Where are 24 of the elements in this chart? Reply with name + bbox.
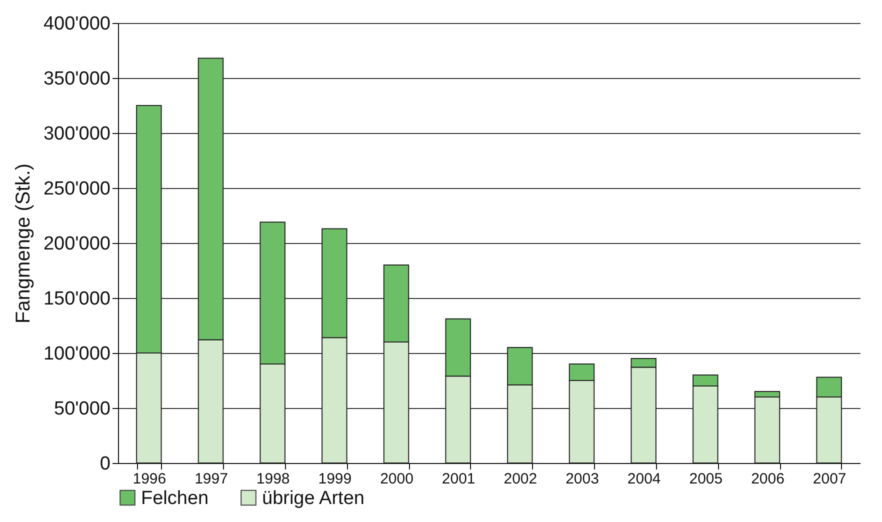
x-tick-label: 1996 (132, 470, 166, 488)
legend-label: Felchen (141, 488, 209, 509)
y-tick-label: 50'000 (54, 398, 110, 420)
x-tick-label: 2005 (689, 470, 723, 488)
y-tick-label: 100'000 (43, 344, 110, 364)
x-tick-label: 2006 (751, 470, 784, 488)
y-tick-label: 250'000 (43, 178, 110, 200)
legend-label: übrige Arten (262, 488, 364, 509)
x-tick-label: 2004 (627, 470, 661, 488)
y-tick-label: 300'000 (43, 124, 110, 144)
y-axis-title: Fangmenge (Stk.) (12, 163, 34, 324)
y-tick-label: 150'000 (43, 288, 110, 310)
y-tick-label: 400'000 (43, 14, 110, 34)
x-tick-label: 2007 (812, 470, 846, 488)
x-tick-label: 2002 (504, 470, 538, 488)
x-tick-label: 1998 (256, 470, 290, 488)
y-tick-label: 0 (100, 454, 110, 474)
x-tick-label: 2000 (380, 470, 414, 488)
y-tick-label: 350'000 (43, 68, 110, 90)
x-tick-label: 2003 (566, 470, 599, 488)
x-tick-label: 1997 (194, 470, 228, 488)
x-tick-label: 1999 (318, 470, 352, 488)
y-tick-label: 200'000 (43, 234, 110, 254)
x-tick-label: 2001 (442, 470, 476, 488)
